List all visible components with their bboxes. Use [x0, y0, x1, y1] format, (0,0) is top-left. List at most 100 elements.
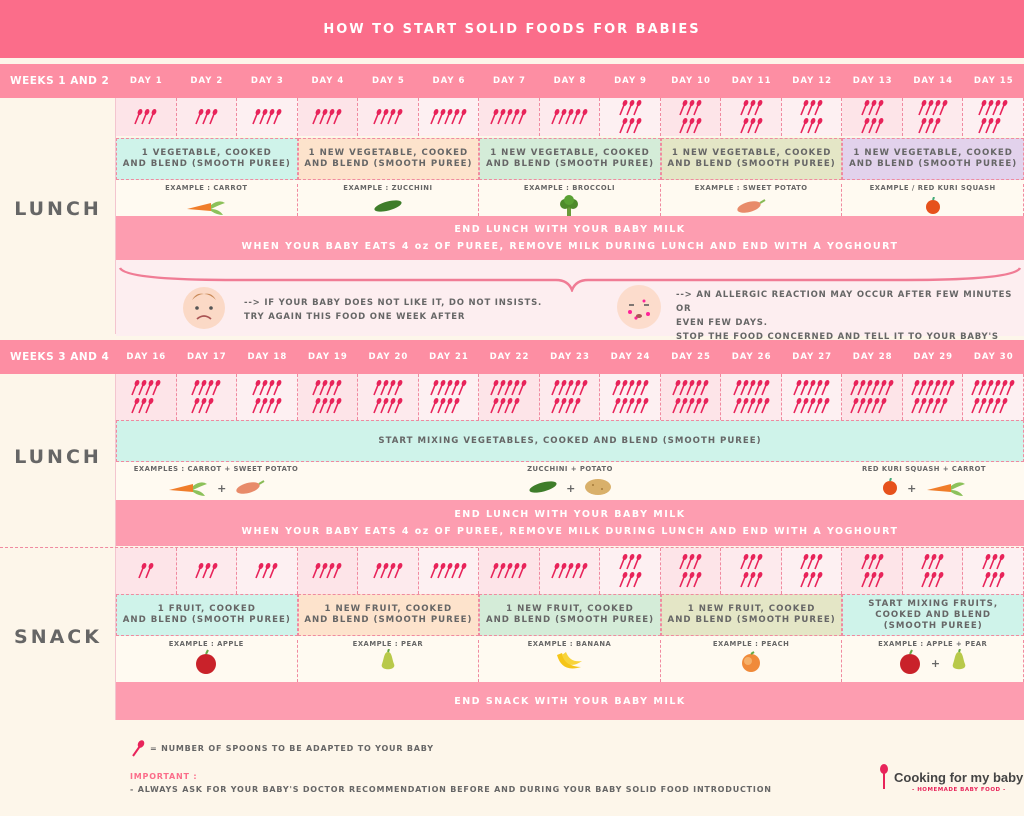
example-cell: EXAMPLE : PEACH — [661, 640, 843, 682]
spoon-cell — [539, 374, 601, 420]
food-band: 1 VEGETABLE, COOKED AND BLEND (SMOOTH PU… — [116, 138, 298, 180]
example-icon-wrap: + — [842, 648, 1023, 674]
example-cell: EXAMPLE : CARROT — [116, 184, 298, 216]
apple-icon — [193, 649, 219, 677]
example-icon-wrap — [661, 196, 842, 218]
spoon-group-icon — [373, 562, 403, 579]
lunch-spoon-row-2 — [116, 374, 1024, 420]
spoon-cell — [237, 374, 298, 420]
day-header: DAY 10 — [671, 76, 711, 86]
spoon-group-icon — [739, 553, 763, 588]
spoon-cell — [479, 548, 540, 594]
note-right-line-1: --> AN ALLERGIC REACTION MAY OCCUR AFTER… — [676, 290, 1013, 314]
spoon-cell — [479, 374, 540, 420]
spoon-cell — [902, 98, 964, 136]
spoon-group-icon — [312, 379, 342, 414]
spoon-group-icon — [611, 379, 648, 414]
plus-sign: + — [907, 481, 917, 495]
spoon-cell — [116, 98, 177, 136]
food-band: 1 NEW FRUIT, COOKED AND BLEND (SMOOTH PU… — [660, 594, 843, 636]
example-label: EXAMPLE / RED KURI SQUASH — [869, 184, 996, 192]
spoon-group-icon — [490, 379, 527, 414]
note-left-line-1: --> IF YOUR BABY DOES NOT LIKE IT, DO NO… — [244, 298, 543, 308]
spoon-cell — [600, 374, 661, 420]
lunch-milk-band-2: END LUNCH WITH YOUR BABY MILK WHEN YOUR … — [116, 500, 1024, 546]
example-label: EXAMPLE : PEAR — [352, 640, 424, 648]
day-header: DAY 1 — [129, 76, 163, 86]
milk-line-1: END LUNCH WITH YOUR BABY MILK — [454, 224, 686, 235]
snack-label: SNACK — [14, 626, 102, 648]
snack-band-row: 1 FRUIT, COOKED AND BLEND (SMOOTH PUREE)… — [116, 594, 1024, 636]
food-band: START MIXING FRUITS, COOKED AND BLEND (S… — [842, 594, 1024, 636]
spoon-cell — [418, 548, 480, 594]
spoon-cell — [842, 548, 903, 594]
example-cell: EXAMPLE / RED KURI SQUASH — [842, 184, 1024, 216]
spoon-group-icon — [800, 99, 823, 134]
day-header: DAY 18 — [247, 352, 288, 362]
spoon-group-icon — [551, 108, 588, 125]
spoon-group-icon — [373, 379, 403, 414]
doctor-advice: - ALWAYS ASK FOR YOUR BABY'S DOCTOR RECO… — [130, 785, 772, 794]
lunch-label-1: LUNCH — [14, 198, 102, 220]
food-band: 1 FRUIT, COOKED AND BLEND (SMOOTH PUREE) — [116, 594, 298, 636]
spoon-group-icon — [793, 379, 830, 414]
food-band: 1 NEW FRUIT, COOKED AND BLEND (SMOOTH PU… — [479, 594, 661, 636]
spoon-cell — [660, 98, 722, 136]
example-cell: EXAMPLE : ZUCCHINI — [298, 184, 480, 216]
day-header: DAY 21 — [429, 352, 469, 362]
sweet-potato-icon — [736, 197, 766, 217]
example-label: EXAMPLE : BROCCOLI — [523, 184, 616, 192]
spoon-cell — [176, 98, 238, 136]
spoon-cell — [660, 374, 722, 420]
weeks-3-4-label: WEEKS 3 AND 4 — [10, 351, 110, 363]
spoon-group-icon — [490, 562, 527, 579]
spoon-cell — [902, 374, 964, 420]
spoon-cell — [539, 548, 601, 594]
example-cell: EXAMPLE : SWEET POTATO — [661, 184, 843, 216]
day-header: DAY 9 — [614, 76, 647, 86]
plus-sign: + — [566, 481, 576, 495]
example-icon-wrap — [479, 195, 660, 218]
spoon-group-icon — [131, 379, 161, 414]
spoon-cell — [418, 374, 480, 420]
squash-icon — [924, 196, 942, 217]
spoon-group-icon — [971, 379, 1015, 414]
potato-icon — [584, 477, 612, 499]
food-band: 1 NEW FRUIT, COOKED AND BLEND (SMOOTH PU… — [297, 594, 480, 636]
banana-icon — [554, 649, 584, 677]
weeks-1-2-header: WEEKS 1 AND 2 DAY 1 DAY 2 DAY 3 DAY 4 DAY 5 D… — [0, 64, 1024, 98]
squash-icon — [881, 477, 899, 498]
example-icon-wrap — [842, 196, 1023, 218]
spoon-group-icon — [910, 379, 955, 414]
brace-icon — [118, 267, 1022, 292]
spoon-group-icon — [679, 553, 702, 588]
brand-subtitle: - HOMEMADE BABY FOOD - — [912, 787, 1006, 793]
note-left-line-2: TRY AGAIN THIS FOOD ONE WEEK AFTER — [244, 312, 466, 322]
mixing-vegetables-band: START MIXING VEGETABLES, COOKED AND BLEN… — [116, 420, 1024, 462]
spoon-group-icon — [312, 108, 342, 125]
spoon-group-icon — [255, 562, 278, 579]
lunch-label-column — [0, 98, 116, 334]
snack-example-row: EXAMPLE : APPLE EXAMPLE : PEAR EXAMPLE : B… — [116, 636, 1024, 682]
day-header: DAY 11 — [731, 76, 772, 86]
spoon-group-icon — [618, 553, 641, 588]
spoon-cell — [176, 374, 238, 420]
example-icon-wrap — [116, 196, 297, 218]
day-header: DAY 29 — [913, 352, 954, 362]
snack-milk-line: END SNACK WITH YOUR BABY MILK — [454, 695, 686, 707]
spoon-cell — [721, 98, 782, 136]
spoon-group-icon — [252, 108, 282, 125]
day-header: DAY 25 — [671, 352, 711, 362]
spoon-cell — [963, 548, 1024, 594]
day-header: DAY 6 — [432, 76, 466, 86]
snack-milk-band: END SNACK WITH YOUR BABY MILK — [116, 682, 1024, 720]
lunch-example-row-2: EXAMPLES : CARROT + SWEET POTATO + ZUCCH… — [116, 462, 1024, 500]
spoon-cell — [842, 374, 903, 420]
allergic-baby-icon — [616, 284, 662, 334]
spoon-cell — [842, 98, 903, 136]
day-header: DAY 22 — [489, 352, 530, 362]
spoon-group-icon — [978, 99, 1008, 134]
example-label: EXAMPLE : APPLE — [168, 640, 244, 648]
spoon-cell — [418, 98, 480, 136]
spoon-cell — [358, 374, 419, 420]
